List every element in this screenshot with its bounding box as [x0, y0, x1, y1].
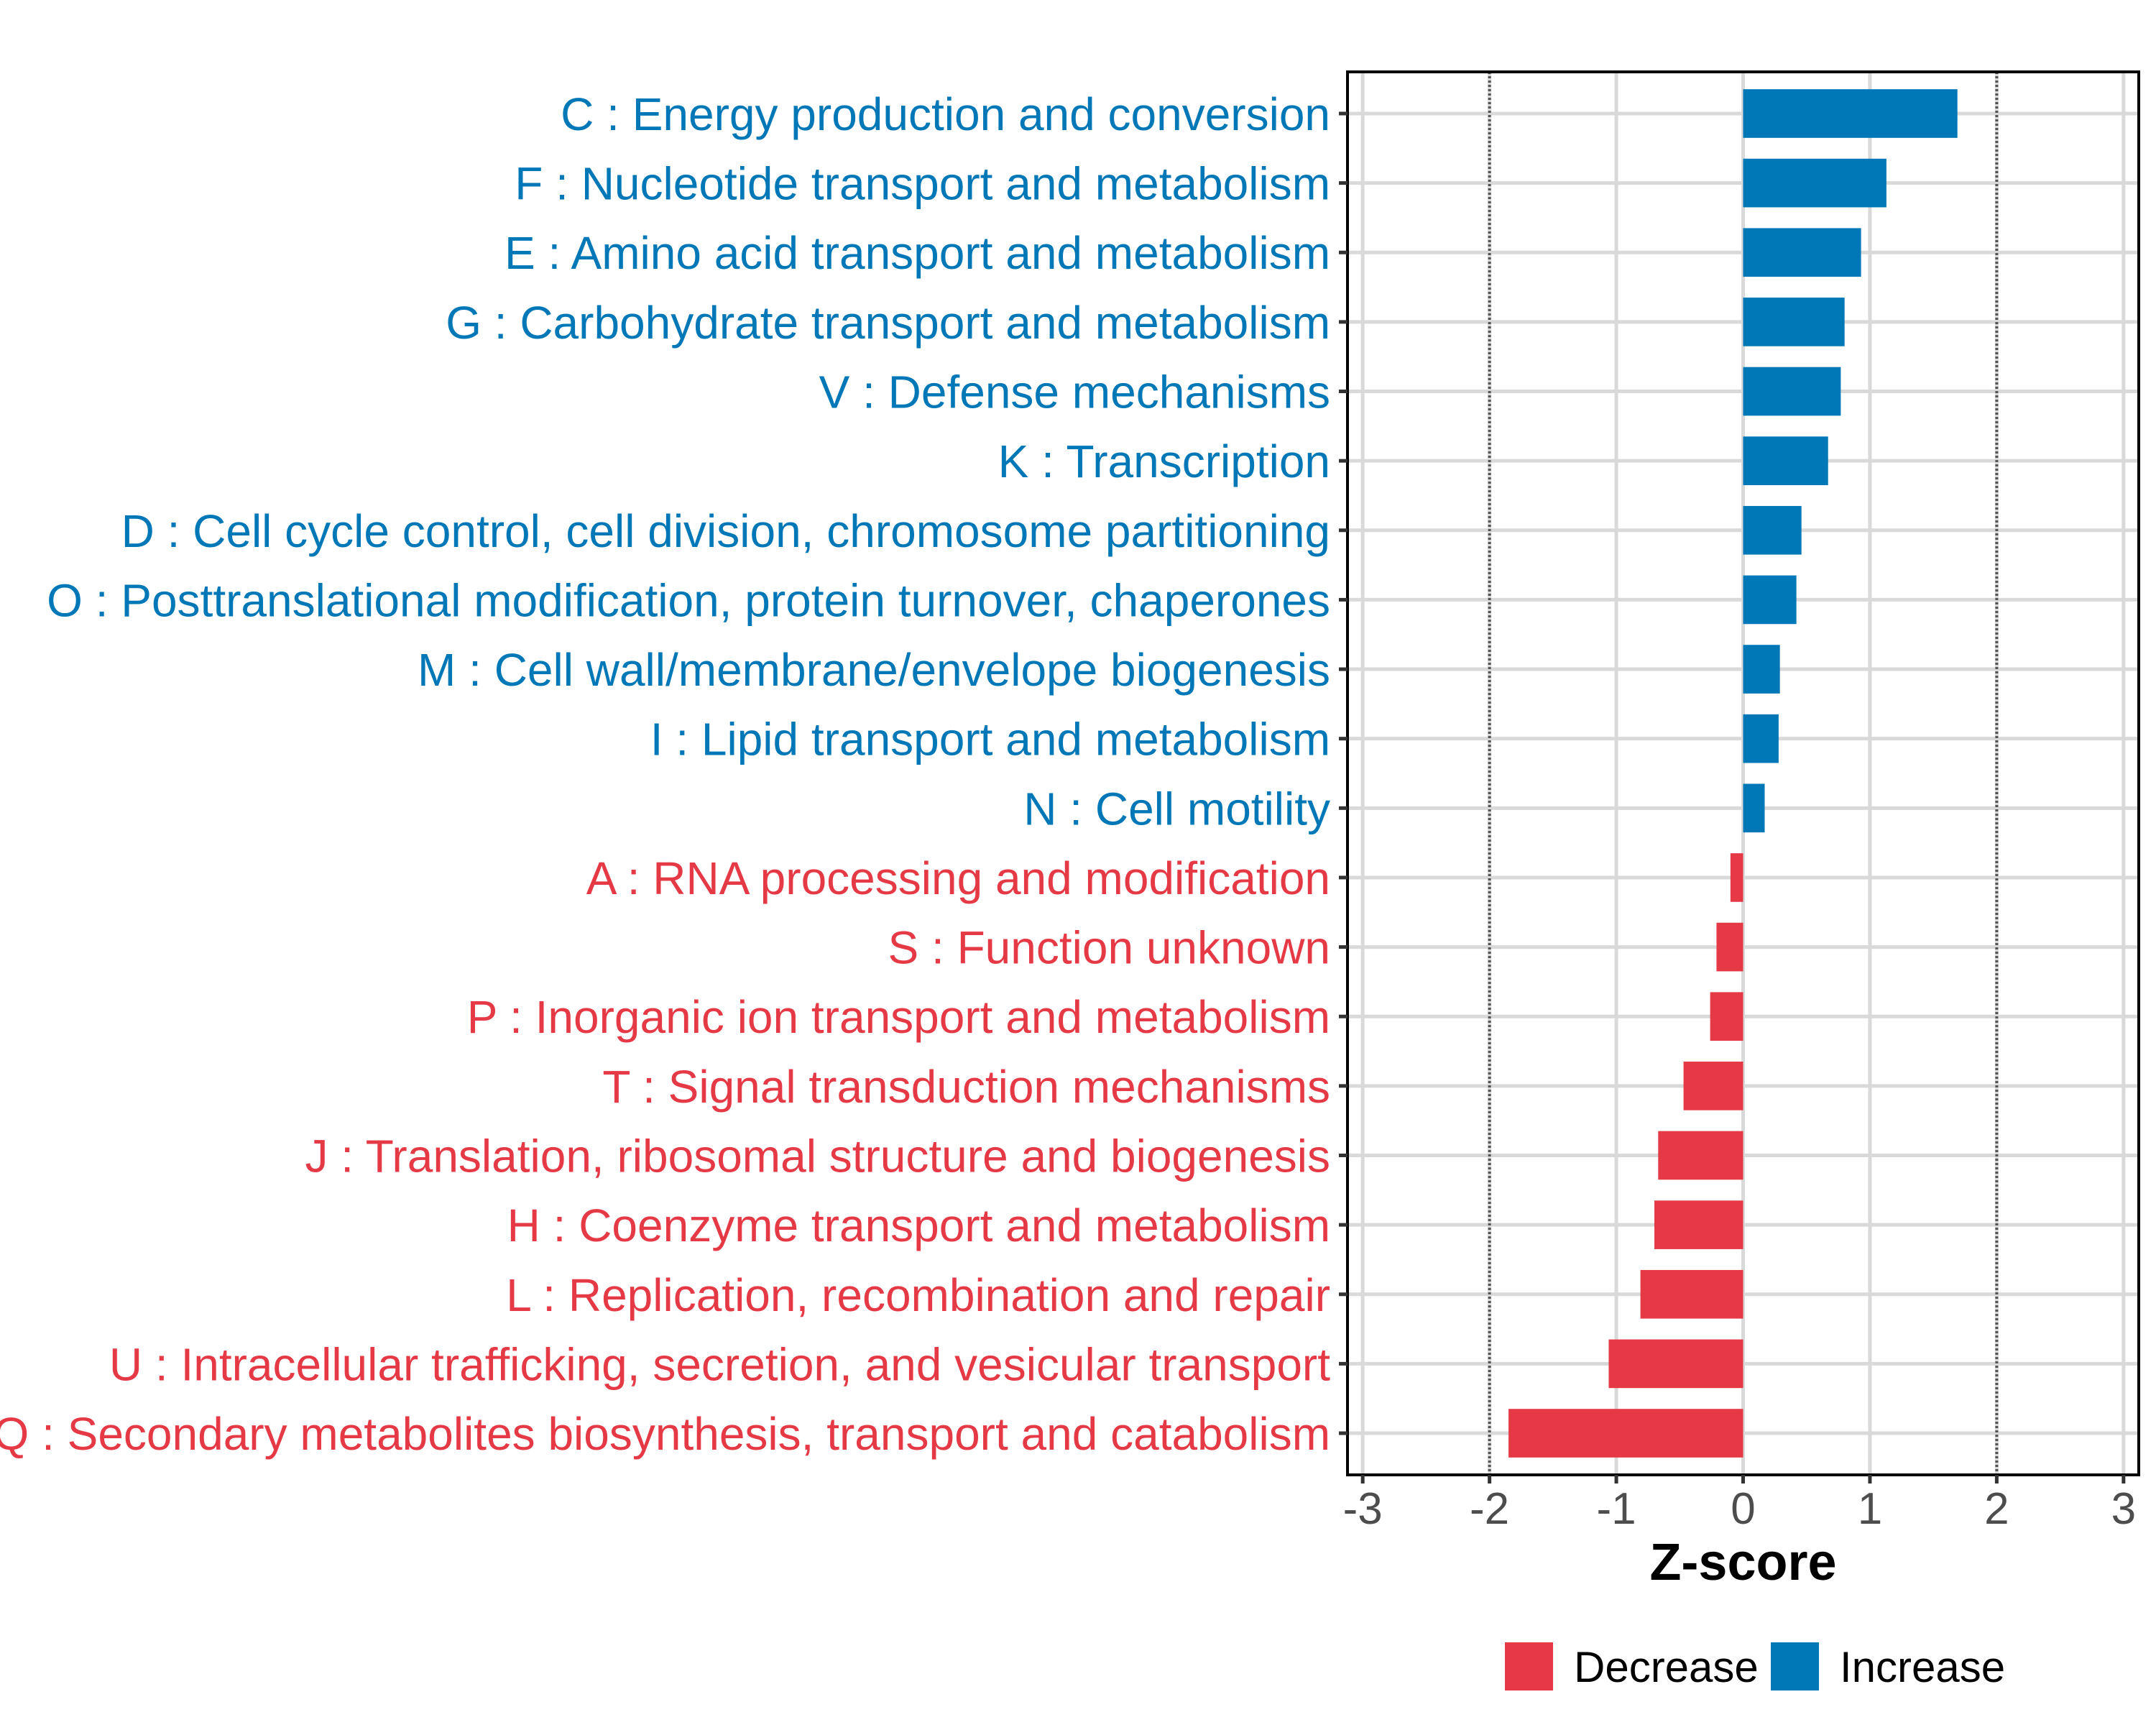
bar-u — [1608, 1339, 1743, 1389]
x-tick-label: 1 — [1858, 1484, 1882, 1534]
bar-l — [1640, 1269, 1743, 1319]
bar-h — [1654, 1200, 1743, 1249]
bar-m — [1743, 645, 1780, 694]
reference-lines — [1488, 72, 1999, 1475]
y-axis-label: I : Lipid transport and metabolism — [650, 714, 1330, 765]
y-axis-label: S : Function unknown — [888, 922, 1330, 974]
y-axis-ticks — [1339, 111, 1348, 1435]
x-tick-label: 3 — [2111, 1484, 2136, 1534]
bar-n — [1743, 783, 1765, 833]
bar-c — [1743, 89, 1958, 138]
y-axis-label: G : Carbohydrate transport and metabolis… — [446, 297, 1330, 349]
bar-f — [1743, 158, 1886, 208]
bar-i — [1743, 714, 1779, 763]
y-axis-label: E : Amino acid transport and metabolism — [505, 227, 1330, 279]
x-axis-title: Z-score — [1649, 1534, 1836, 1591]
legend-swatch-decrease — [1505, 1642, 1553, 1690]
bar-e — [1743, 228, 1861, 277]
y-axis-labels: C : Energy production and conversion F : … — [0, 88, 1330, 1460]
y-axis-label: H : Coenzyme transport and metabolism — [507, 1200, 1330, 1251]
bar-a — [1730, 853, 1743, 902]
y-axis-label: P : Inorganic ion transport and metaboli… — [467, 991, 1330, 1043]
bar-k — [1743, 436, 1828, 485]
bar-d — [1743, 505, 1802, 555]
y-axis-label: F : Nucleotide transport and metabolism — [515, 158, 1330, 210]
bar-q — [1508, 1409, 1743, 1458]
bar-o — [1743, 575, 1797, 625]
bar-j — [1658, 1131, 1743, 1180]
y-axis-label: U : Intracellular trafficking, secretion… — [109, 1338, 1330, 1390]
x-axis-ticks: -3 -2 -1 0 1 2 3 — [1343, 1475, 2136, 1534]
legend-label-increase: Increase — [1840, 1643, 2005, 1691]
y-axis-label: T : Signal transduction mechanisms — [602, 1061, 1330, 1113]
x-tick-label: 0 — [1731, 1484, 1755, 1534]
bar-s — [1716, 922, 1743, 972]
bar-g — [1743, 298, 1845, 346]
y-axis-label: V : Defense mechanisms — [819, 367, 1330, 418]
y-axis-label: A : RNA processing and modification — [586, 852, 1330, 904]
x-tick-label: 2 — [1984, 1484, 2009, 1534]
bar-p — [1710, 992, 1743, 1041]
y-axis-label: C : Energy production and conversion — [561, 88, 1330, 140]
legend: Decrease Increase — [1505, 1642, 2005, 1691]
y-axis-label: N : Cell motility — [1023, 783, 1330, 834]
y-axis-label: D : Cell cycle control, cell division, c… — [121, 505, 1330, 557]
bar-t — [1683, 1062, 1743, 1110]
bars — [1508, 89, 1958, 1458]
y-axis-label: M : Cell wall/membrane/envelope biogenes… — [418, 644, 1330, 696]
y-axis-label: O : Posttranslational modification, prot… — [47, 574, 1330, 626]
y-axis-label: Q : Secondary metabolites biosynthesis, … — [0, 1408, 1330, 1460]
legend-swatch-increase — [1771, 1642, 1819, 1690]
x-tick-label: -3 — [1343, 1484, 1383, 1534]
y-axis-label: J : Translation, ribosomal structure and… — [305, 1130, 1331, 1182]
bar-v — [1743, 367, 1841, 416]
x-tick-label: -2 — [1470, 1484, 1509, 1534]
x-tick-label: -1 — [1596, 1484, 1636, 1534]
y-axis-label: L : Replication, recombination and repai… — [506, 1269, 1330, 1321]
legend-label-decrease: Decrease — [1574, 1643, 1759, 1691]
y-axis-label: K : Transcription — [998, 436, 1330, 487]
